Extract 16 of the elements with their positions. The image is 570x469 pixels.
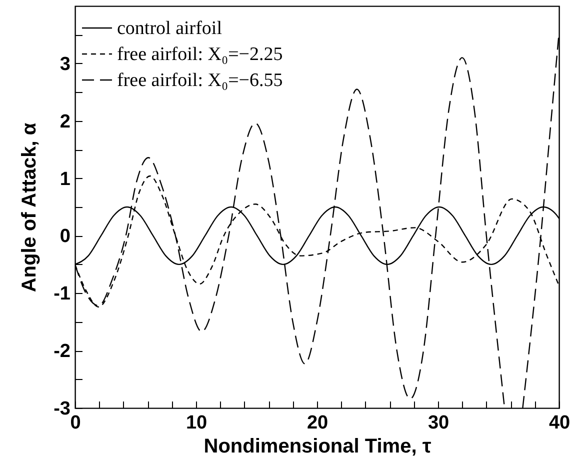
legend-label: free airfoil: X₀=−6.55: [117, 70, 283, 91]
x-tick-label: 10: [186, 412, 208, 434]
legend-label: free airfoil: X₀=−2.25: [117, 44, 283, 65]
y-tick-label: 0: [60, 226, 70, 248]
y-tick-label: -2: [54, 341, 70, 362]
y-tick-label: -3: [54, 398, 70, 420]
x-tick-label: 20: [306, 412, 328, 434]
y-axis-title: Angle of Attack, α: [18, 122, 41, 292]
y-tick-label: 1: [60, 168, 71, 190]
y-tick-label: -1: [54, 284, 71, 305]
legend-label: control airfoil: [117, 18, 222, 39]
y-tick-label: 2: [60, 111, 70, 132]
x-axis-title: Nondimensional Time, τ: [204, 436, 432, 458]
x-tick-label: 30: [428, 412, 450, 434]
x-tick-label: 40: [548, 412, 570, 434]
y-tick-label: 3: [60, 54, 70, 75]
